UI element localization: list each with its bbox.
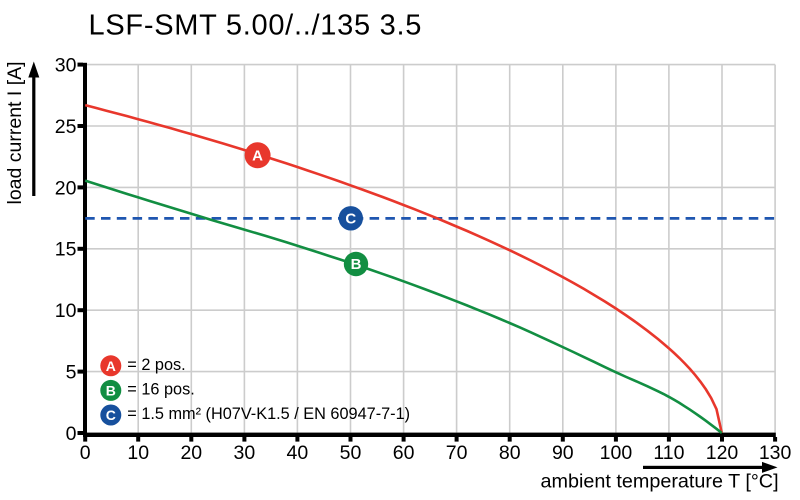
svg-text:110: 110 — [653, 442, 684, 464]
svg-text:25: 25 — [55, 116, 77, 138]
svg-text:30: 30 — [234, 442, 256, 464]
svg-text:90: 90 — [552, 442, 574, 464]
svg-text:10: 10 — [127, 442, 149, 464]
svg-text:5: 5 — [66, 362, 77, 384]
svg-text:50: 50 — [340, 442, 362, 464]
svg-text:= 1.5 mm² (H07V-K1.5 / EN 6094: = 1.5 mm² (H07V-K1.5 / EN 60947-7-1) — [127, 405, 410, 423]
svg-text:30: 30 — [55, 55, 77, 77]
svg-text:15: 15 — [55, 239, 77, 261]
svg-text:B: B — [351, 256, 362, 273]
svg-text:C: C — [106, 407, 116, 423]
svg-text:20: 20 — [180, 442, 202, 464]
svg-text:20: 20 — [55, 177, 77, 199]
svg-text:130: 130 — [759, 442, 792, 464]
svg-text:= 16 pos.: = 16 pos. — [127, 381, 194, 399]
svg-text:40: 40 — [287, 442, 309, 464]
svg-text:ambient temperature T [°C]: ambient temperature T [°C] — [541, 471, 779, 493]
svg-text:70: 70 — [446, 442, 468, 464]
svg-text:0: 0 — [80, 442, 91, 464]
svg-text:100: 100 — [600, 442, 633, 464]
svg-text:A: A — [252, 147, 263, 164]
svg-text:load current I [A]: load current I [A] — [4, 61, 26, 204]
svg-text:A: A — [106, 358, 116, 374]
svg-text:10: 10 — [55, 300, 77, 322]
svg-text:80: 80 — [499, 442, 521, 464]
svg-text:60: 60 — [393, 442, 415, 464]
svg-text:B: B — [106, 383, 116, 399]
svg-text:C: C — [345, 210, 356, 227]
svg-text:120: 120 — [706, 442, 739, 464]
svg-text:LSF-SMT 5.00/../135 3.5: LSF-SMT 5.00/../135 3.5 — [89, 10, 423, 42]
svg-text:= 2 pos.: = 2 pos. — [127, 356, 185, 374]
svg-text:0: 0 — [66, 423, 77, 445]
